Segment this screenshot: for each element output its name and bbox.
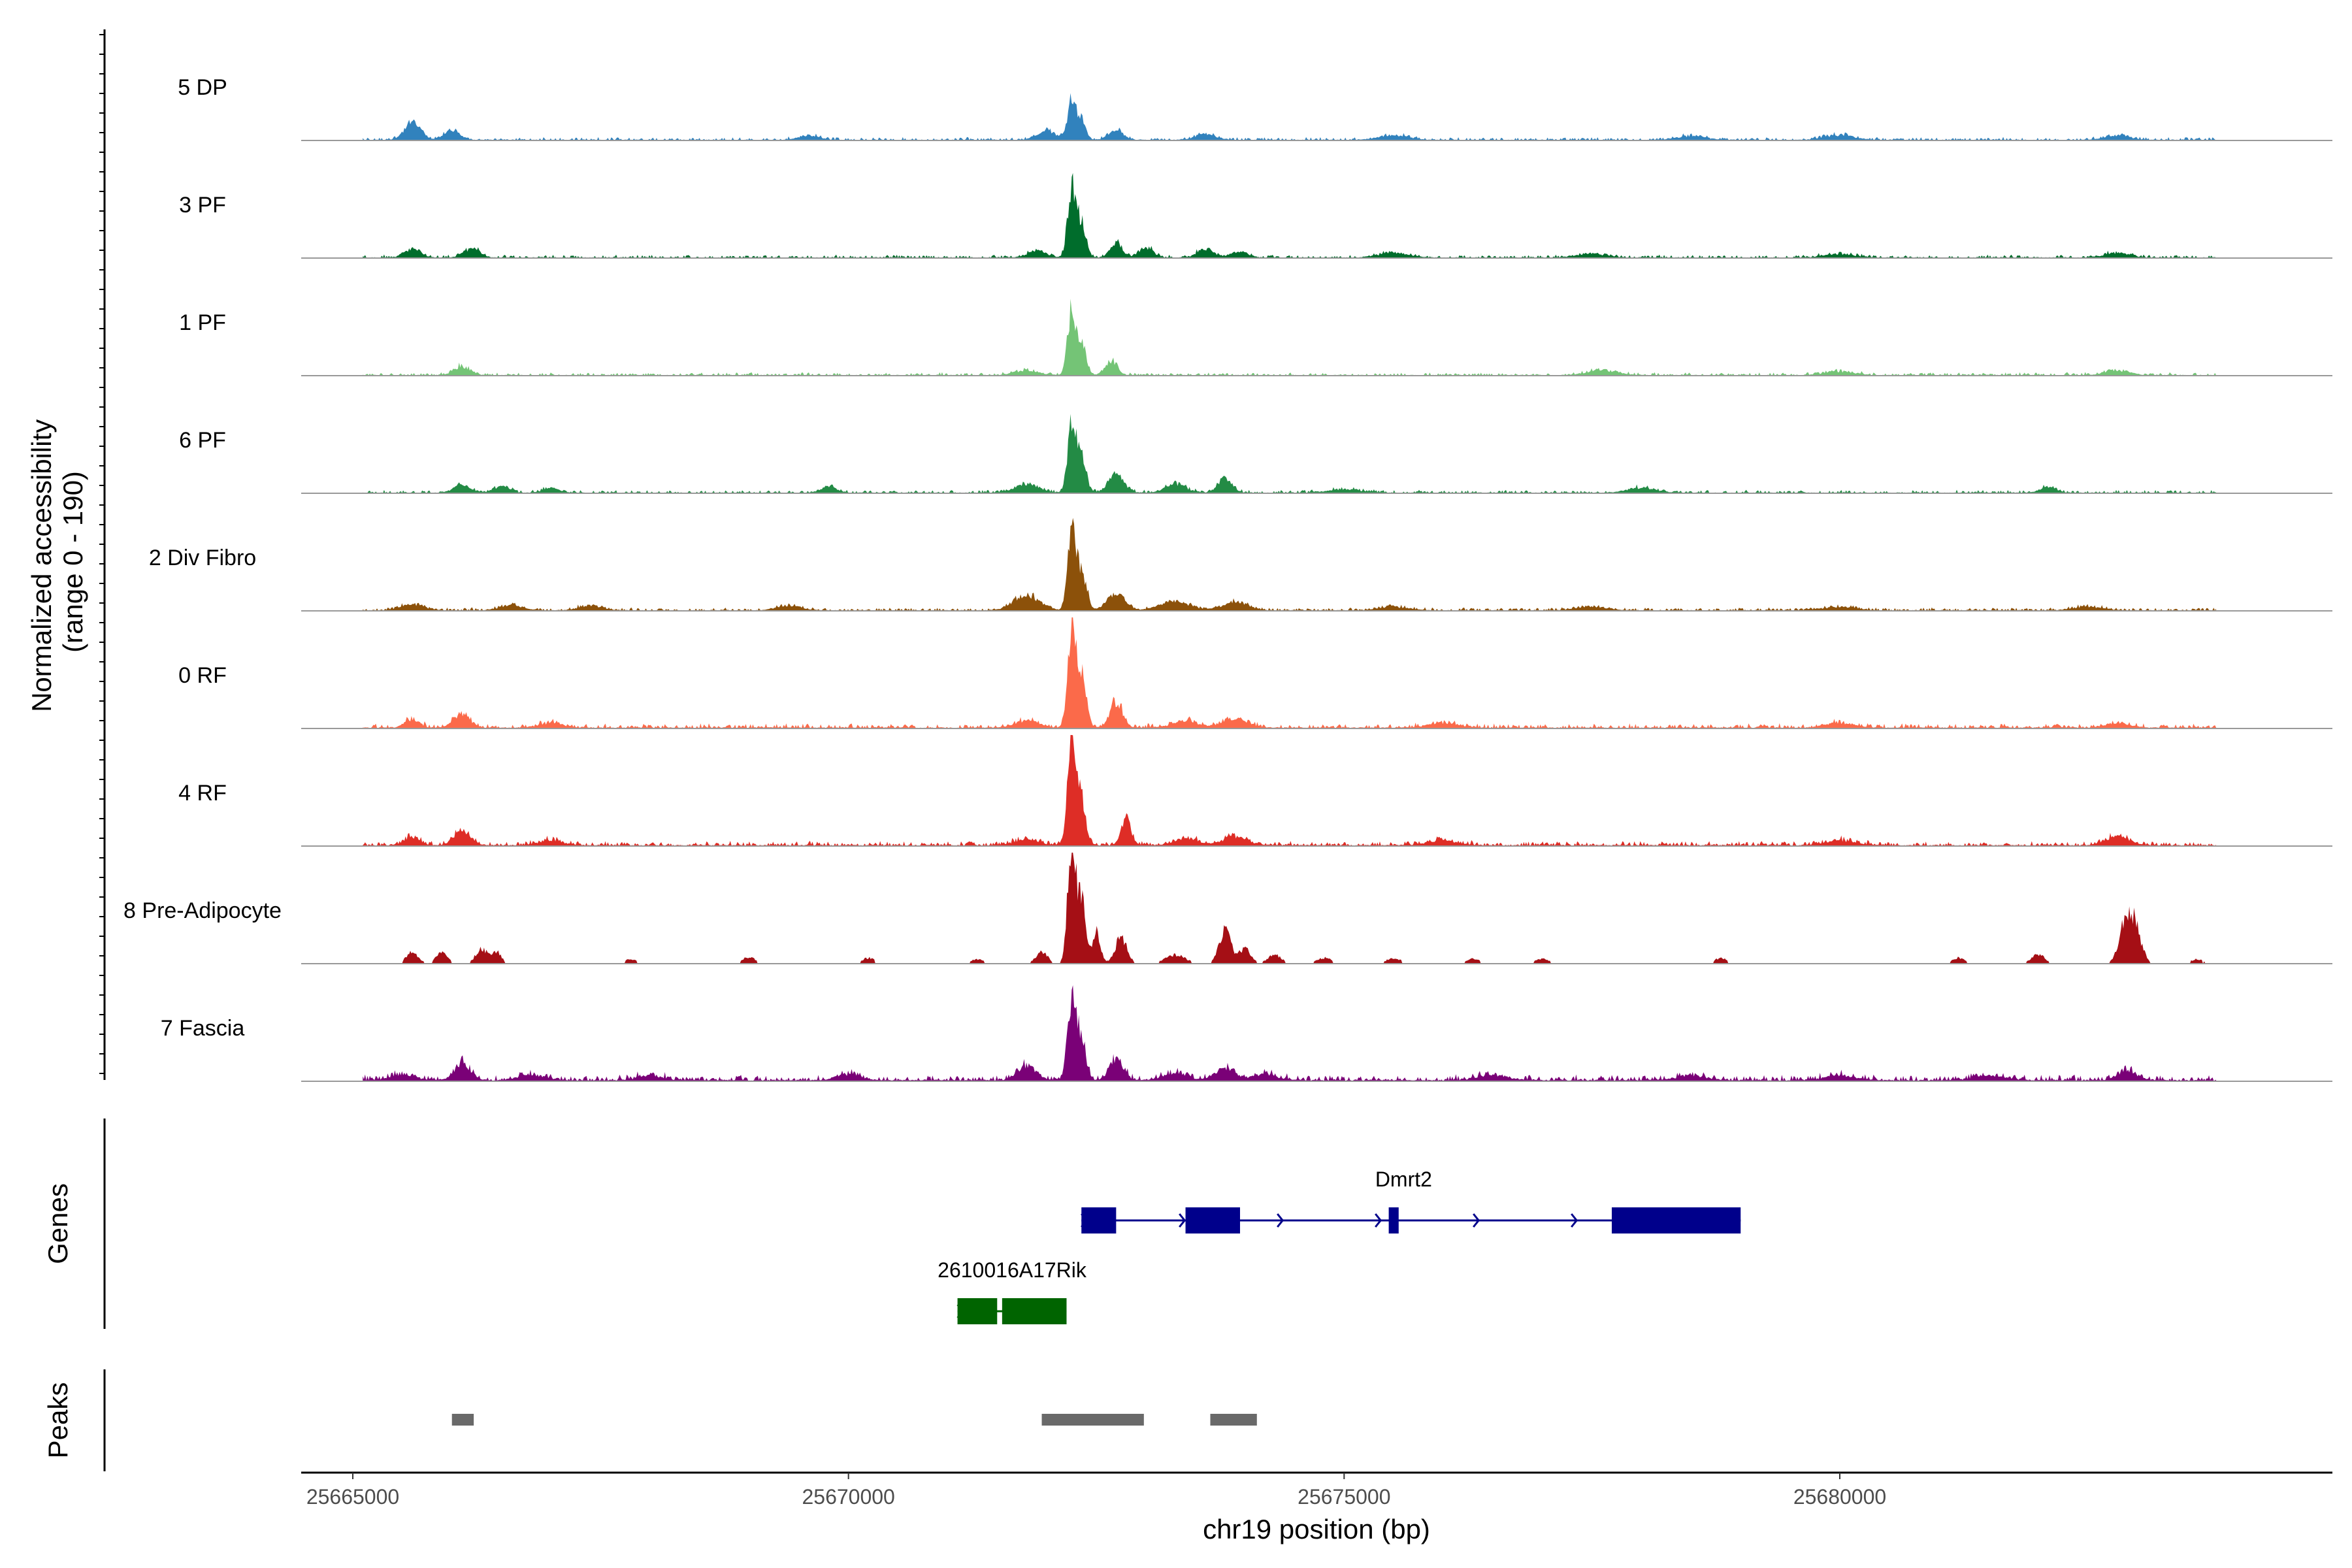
gene-exon [1081,1207,1117,1233]
gene-exon [1002,1298,1067,1324]
genes-panel: Genes Dmrt2 2610016A17Rik [42,1119,1741,1329]
y-axis-title-line1: Normalized accessibility [26,419,57,712]
gene-label: 2610016A17Rik [938,1258,1087,1282]
peaks-panel: Peaks [42,1369,1257,1471]
track-label: 5 DP [178,75,227,100]
coverage-tracks: 5 DP 3 PF 1 PF 6 PF 2 Div Fibro 0 RF 4 RF 8 Pre… [123,75,2332,1082]
track-label: 1 PF [179,310,226,335]
strand-arrow [1473,1213,1480,1228]
y-axis-title: Normalized accessibility (range 0 - 190) [26,412,88,712]
coverage-area-5-dp [363,93,2217,140]
gene-2610016a17rik: 2610016A17Rik [938,1258,1087,1324]
track-label: 4 RF [178,781,227,806]
strand-arrow [1571,1213,1578,1228]
coverage-area-1-pf [363,299,2217,376]
x-tick-label: 25670000 [802,1485,894,1509]
track-5-dp: 5 DP [178,75,2332,141]
gene-label: Dmrt2 [1375,1168,1432,1191]
track-label: 8 Pre-Adipocyte [123,898,282,923]
coverage-area-2-div-fibro [363,517,2217,611]
track-label: 7 Fascia [161,1016,245,1041]
track-4-rf: 4 RF [178,735,2332,847]
coverage-area-4-rf [363,735,2217,846]
coverage-area-3-pf [363,172,2217,258]
peak-region [451,1414,474,1426]
y-axis-title-line2: (range 0 - 190) [57,471,88,653]
gene-exon [1185,1207,1241,1233]
coverage-area-6-pf [363,414,2217,493]
x-tick-label: 25665000 [306,1485,399,1509]
track-label: 3 PF [179,193,226,218]
peaks-panel-title: Peaks [42,1382,73,1459]
track-0-rf: 0 RF [178,617,2332,729]
peak-region [1041,1414,1144,1426]
peak-regions [451,1414,1257,1426]
track-7-fascia: 7 Fascia [161,985,2332,1082]
gene-models: Dmrt2 2610016A17Rik [938,1168,1741,1324]
peak-region [1210,1414,1257,1426]
track-1-pf: 1 PF [179,299,2332,376]
x-axis-ticks: 25665000 25670000 25675000 25680000 [306,1473,1886,1509]
x-axis: 25665000 25670000 25675000 25680000 chr19 p… [301,1471,2332,1544]
gene-exon [957,1298,998,1324]
x-tick-label: 25680000 [1793,1485,1886,1509]
coverage-y-axis [99,29,106,1080]
genes-panel-title: Genes [42,1183,73,1264]
coverage-area-8-pre-adipocyte [363,853,2217,964]
coverage-area-0-rf [363,617,2217,728]
x-axis-title: chr19 position (bp) [1203,1514,1430,1544]
track-6-pf: 6 PF [179,414,2332,494]
track-label: 6 PF [179,428,226,453]
coverage-area-7-fascia [363,985,2217,1081]
strand-arrow [1179,1213,1186,1228]
gene-dmrt2: Dmrt2 [1081,1168,1741,1233]
strand-arrow [1277,1213,1284,1228]
track-label: 2 Div Fibro [149,546,256,570]
gene-exon [1388,1207,1399,1233]
track-3-pf: 3 PF [179,172,2332,259]
track-label: 0 RF [178,663,227,688]
gene-exon [1612,1207,1741,1233]
x-tick-label: 25675000 [1298,1485,1390,1509]
strand-arrow [1375,1213,1382,1228]
track-2-div-fibro: 2 Div Fibro [149,517,2332,612]
track-8-pre-adipocyte: 8 Pre-Adipocyte [123,853,2332,964]
